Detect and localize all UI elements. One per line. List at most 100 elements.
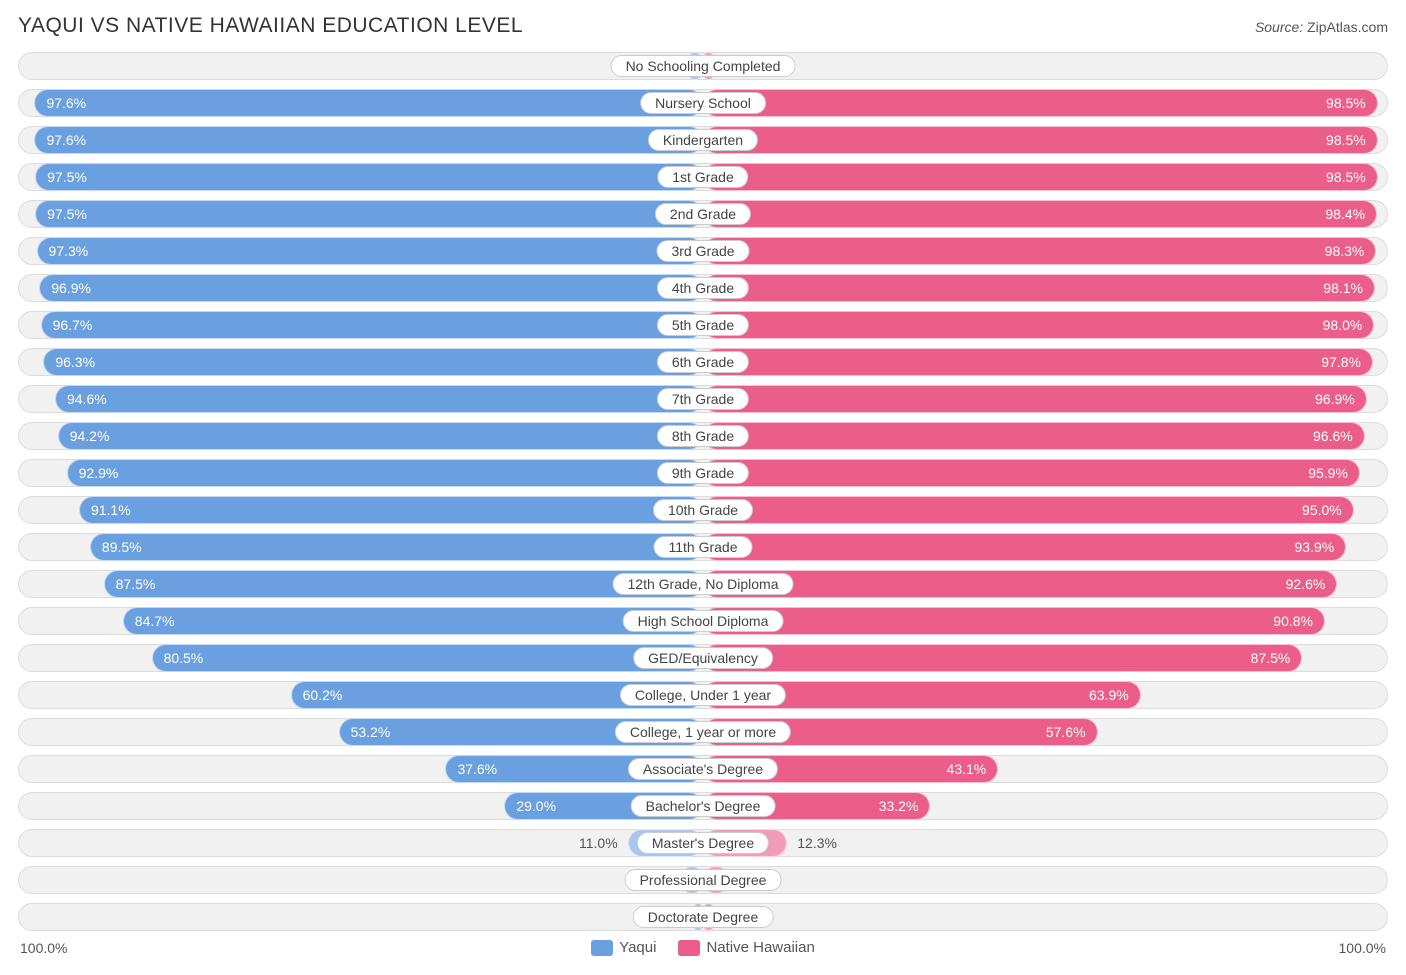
bar-category-label: 9th Grade — [657, 462, 749, 484]
bar-row: 97.3%98.3%3rd Grade — [18, 237, 1388, 265]
bar-right-value: 95.0% — [1302, 502, 1342, 518]
bar-row: 60.2%63.9%College, Under 1 year — [18, 681, 1388, 709]
bar-left — [79, 496, 703, 524]
bar-row: 3.2%3.8%Professional Degree — [18, 866, 1388, 894]
bar-right-value: 87.5% — [1251, 650, 1291, 666]
bar-row: 2.4%1.6%No Schooling Completed — [18, 52, 1388, 80]
bar-row: 97.6%98.5%Kindergarten — [18, 126, 1388, 154]
bar-left-value: 80.5% — [164, 650, 204, 666]
bar-right — [703, 644, 1302, 672]
bar-right — [703, 422, 1365, 450]
bar-right — [703, 570, 1337, 598]
bar-row: 1.5%1.6%Doctorate Degree — [18, 903, 1388, 931]
bar-category-label: Nursery School — [640, 92, 766, 114]
bar-right-value: 93.9% — [1295, 539, 1335, 555]
bar-left-value: 84.7% — [135, 613, 175, 629]
bar-category-label: 8th Grade — [657, 425, 749, 447]
bar-left — [37, 237, 704, 265]
bar-left — [34, 89, 703, 117]
axis-left-max: 100.0% — [20, 940, 67, 956]
chart-source: Source: ZipAtlas.com — [1255, 19, 1388, 35]
bar-left — [39, 274, 703, 302]
bar-row: 97.6% 98.5% Nursery School — [18, 89, 1388, 117]
bar-left-value: 37.6% — [457, 761, 497, 777]
chart-header: YAQUI VS NATIVE HAWAIIAN EDUCATION LEVEL… — [18, 14, 1388, 38]
bar-category-label: 5th Grade — [657, 314, 749, 336]
bar-category-label: 11th Grade — [653, 536, 752, 558]
bar-right-value: 98.0% — [1323, 317, 1363, 333]
bar-right-value: 98.5% — [1326, 95, 1366, 111]
bar-left-value: 97.5% — [47, 206, 87, 222]
bar-right-value: 92.6% — [1286, 576, 1326, 592]
bar-row: 80.5%87.5%GED/Equivalency — [18, 644, 1388, 672]
bar-left-value: 97.6% — [46, 95, 86, 111]
bar-category-label: 3rd Grade — [656, 240, 749, 262]
bar-right-value: 98.3% — [1325, 243, 1365, 259]
bar-left — [55, 385, 703, 413]
bar-row: 97.5% 98.4% 2nd Grade — [18, 200, 1388, 228]
bar-row: 89.5% 93.9% 11th Grade — [18, 533, 1388, 561]
bar-left-value: 97.5% — [47, 169, 87, 185]
bar-category-label: 4th Grade — [657, 277, 749, 299]
bar-category-label: 12th Grade, No Diploma — [613, 573, 794, 595]
bar-left — [35, 163, 703, 191]
bar-category-label: 6th Grade — [657, 351, 749, 373]
bar-category-label: 2nd Grade — [655, 203, 751, 225]
bar-right-value: 98.5% — [1326, 169, 1366, 185]
bar-row: 92.9%95.9%9th Grade — [18, 459, 1388, 487]
bar-right-value: 97.8% — [1321, 354, 1361, 370]
bar-row: 96.3% 97.8% 6th Grade — [18, 348, 1388, 376]
bar-category-label: College, 1 year or more — [615, 721, 791, 743]
bar-right-value: 98.5% — [1326, 132, 1366, 148]
bar-row: 96.7% 98.0% 5th Grade — [18, 311, 1388, 339]
bar-right — [703, 237, 1376, 265]
bar-right-value: 90.8% — [1273, 613, 1313, 629]
bar-left-value: 89.5% — [102, 539, 142, 555]
bar-left-value: 11.0% — [579, 835, 618, 851]
bar-left — [41, 311, 703, 339]
bar-right — [703, 607, 1325, 635]
bar-left-value: 94.2% — [70, 428, 110, 444]
bar-row: 84.7% 90.8% High School Diploma — [18, 607, 1388, 635]
bar-category-label: Kindergarten — [648, 129, 758, 151]
bar-left — [34, 126, 703, 154]
bar-left-value: 92.9% — [79, 465, 119, 481]
bar-left-value: 91.1% — [91, 502, 131, 518]
bar-right-value: 12.3% — [797, 835, 837, 851]
bar-left-value: 96.9% — [51, 280, 91, 296]
chart-footer: 100.0% Yaqui Native Hawaiian 100.0% — [18, 939, 1388, 956]
bar-category-label: Associate's Degree — [628, 758, 778, 780]
bar-left — [67, 459, 703, 487]
bar-right — [703, 533, 1346, 561]
bar-left-value: 94.6% — [67, 391, 107, 407]
legend-left-label: Yaqui — [619, 939, 656, 956]
bar-right-value: 96.6% — [1313, 428, 1353, 444]
bar-right — [703, 459, 1360, 487]
bar-category-label: Doctorate Degree — [633, 906, 774, 928]
bar-row: 11.0%12.3%Master's Degree — [18, 829, 1388, 857]
bar-right-value: 63.9% — [1089, 687, 1129, 703]
bar-left — [123, 607, 703, 635]
bar-row: 97.5%98.5%1st Grade — [18, 163, 1388, 191]
legend-right-label: Native Hawaiian — [706, 939, 814, 956]
bar-category-label: Professional Degree — [625, 869, 782, 891]
bar-left-value: 96.3% — [55, 354, 95, 370]
bar-right — [703, 89, 1378, 117]
bar-category-label: 10th Grade — [653, 499, 753, 521]
bar-left — [90, 533, 703, 561]
bar-row: 29.0%33.2%Bachelor's Degree — [18, 792, 1388, 820]
legend-left-swatch — [591, 940, 613, 956]
bar-left — [152, 644, 703, 672]
bar-right-value: 43.1% — [947, 761, 987, 777]
bar-right-value: 57.6% — [1046, 724, 1086, 740]
bar-category-label: No Schooling Completed — [611, 55, 796, 77]
bar-left — [58, 422, 703, 450]
bar-left-value: 96.7% — [53, 317, 93, 333]
bar-left-value: 60.2% — [303, 687, 343, 703]
bar-right — [703, 311, 1374, 339]
bar-row: 94.2% 96.6% 8th Grade — [18, 422, 1388, 450]
bar-category-label: Bachelor's Degree — [631, 795, 776, 817]
bar-right — [703, 385, 1367, 413]
bar-category-label: High School Diploma — [623, 610, 784, 632]
bar-right-value: 98.4% — [1325, 206, 1365, 222]
